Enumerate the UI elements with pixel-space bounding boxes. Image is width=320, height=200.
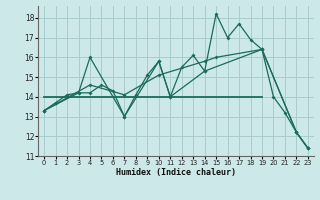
X-axis label: Humidex (Indice chaleur): Humidex (Indice chaleur): [116, 168, 236, 177]
